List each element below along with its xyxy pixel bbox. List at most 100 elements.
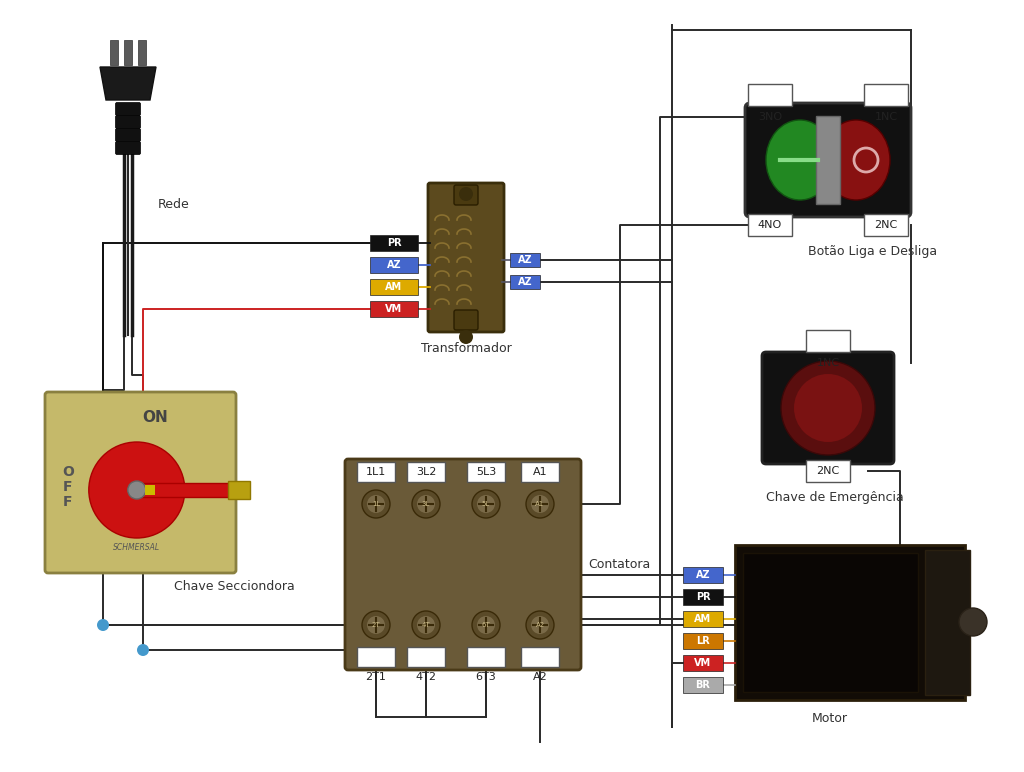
Bar: [228, 481, 250, 499]
Circle shape: [781, 361, 874, 455]
Text: Rede: Rede: [158, 198, 189, 212]
Bar: [743, 553, 918, 692]
Bar: [683, 633, 723, 649]
Circle shape: [794, 374, 862, 442]
FancyBboxPatch shape: [116, 116, 140, 128]
Bar: [124, 40, 132, 65]
Bar: [510, 253, 540, 267]
Text: A1: A1: [532, 467, 547, 477]
Text: 4T2: 4T2: [416, 672, 436, 682]
Bar: [925, 550, 970, 695]
Text: 2T: 2T: [372, 622, 380, 628]
Circle shape: [472, 611, 500, 639]
Text: O
F
F: O F F: [62, 465, 74, 509]
Text: Chave Secciondora: Chave Secciondora: [174, 580, 295, 592]
FancyBboxPatch shape: [762, 352, 894, 464]
Bar: [683, 611, 723, 627]
Circle shape: [89, 442, 184, 538]
Bar: [135, 483, 236, 497]
Circle shape: [362, 611, 390, 639]
Circle shape: [477, 495, 495, 513]
Bar: [407, 462, 445, 482]
Bar: [748, 84, 792, 106]
FancyBboxPatch shape: [428, 183, 504, 332]
Bar: [521, 462, 559, 482]
Circle shape: [367, 495, 385, 513]
Bar: [683, 677, 723, 693]
Bar: [467, 462, 505, 482]
Circle shape: [417, 616, 435, 634]
Circle shape: [531, 495, 549, 513]
Text: ON: ON: [142, 409, 168, 425]
Bar: [467, 647, 505, 667]
Text: LR: LR: [696, 636, 710, 646]
Text: 3L2: 3L2: [416, 467, 436, 477]
Bar: [144, 485, 155, 495]
Bar: [521, 647, 559, 667]
Text: 4T: 4T: [422, 622, 430, 628]
Circle shape: [526, 611, 554, 639]
Circle shape: [477, 616, 495, 634]
Text: 6T3: 6T3: [475, 672, 497, 682]
Circle shape: [412, 611, 440, 639]
Text: 1NC: 1NC: [816, 358, 840, 368]
Circle shape: [417, 495, 435, 513]
Circle shape: [531, 616, 549, 634]
Bar: [370, 301, 418, 317]
Text: 2T1: 2T1: [366, 672, 386, 682]
Text: AZ: AZ: [695, 570, 711, 580]
Bar: [510, 275, 540, 289]
Circle shape: [97, 619, 109, 631]
FancyBboxPatch shape: [745, 103, 911, 217]
Text: 2NC: 2NC: [874, 220, 898, 230]
Bar: [816, 116, 840, 204]
Text: 3L: 3L: [422, 501, 430, 507]
Text: PR: PR: [387, 238, 401, 248]
Circle shape: [959, 608, 987, 636]
Bar: [806, 330, 850, 352]
Text: Transformador: Transformador: [421, 341, 511, 354]
Bar: [683, 589, 723, 605]
Bar: [407, 647, 445, 667]
Text: Motor: Motor: [812, 712, 848, 724]
Text: 2NC: 2NC: [816, 466, 840, 476]
Text: AM: AM: [385, 282, 402, 292]
Text: Botão Liga e Desliga: Botão Liga e Desliga: [808, 245, 937, 259]
FancyBboxPatch shape: [454, 185, 478, 205]
Circle shape: [459, 330, 473, 344]
Circle shape: [137, 644, 150, 656]
Ellipse shape: [822, 120, 890, 200]
Bar: [735, 545, 965, 700]
FancyBboxPatch shape: [116, 103, 140, 116]
Text: BR: BR: [695, 680, 711, 690]
FancyBboxPatch shape: [454, 310, 478, 330]
Bar: [683, 655, 723, 671]
Text: AZ: AZ: [518, 255, 532, 265]
FancyBboxPatch shape: [345, 459, 581, 670]
Text: 5L3: 5L3: [476, 467, 496, 477]
Text: A2: A2: [532, 672, 548, 682]
Text: 4NO: 4NO: [758, 220, 782, 230]
Circle shape: [459, 187, 473, 201]
Polygon shape: [100, 67, 156, 100]
Circle shape: [472, 490, 500, 518]
Text: 1NC: 1NC: [874, 112, 898, 122]
Circle shape: [362, 490, 390, 518]
Circle shape: [526, 490, 554, 518]
Text: AZ: AZ: [387, 260, 401, 270]
Text: PR: PR: [695, 592, 711, 602]
Text: Contatora: Contatora: [588, 557, 650, 571]
Circle shape: [128, 481, 145, 499]
Bar: [683, 567, 723, 583]
Text: 5L: 5L: [482, 501, 490, 507]
Bar: [370, 279, 418, 295]
Text: 1L1: 1L1: [366, 467, 386, 477]
Bar: [370, 257, 418, 273]
Text: A2: A2: [536, 622, 545, 628]
Bar: [806, 460, 850, 482]
FancyBboxPatch shape: [116, 128, 140, 141]
Circle shape: [412, 490, 440, 518]
Text: AZ: AZ: [518, 277, 532, 287]
FancyBboxPatch shape: [116, 141, 140, 154]
Text: 1L: 1L: [372, 501, 380, 507]
